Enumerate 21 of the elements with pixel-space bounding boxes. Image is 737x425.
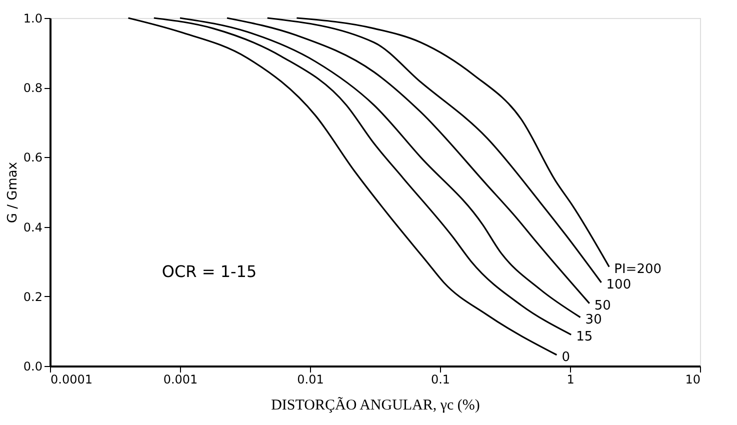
x-tick-label: 10 <box>685 372 700 386</box>
series-label: 30 <box>585 312 602 328</box>
x-axis-title: DISTORÇÃO ANGULAR, γc (%) <box>271 396 480 414</box>
y-tick-label: 0.6 <box>23 150 42 165</box>
y-tick-label: 0.4 <box>23 220 42 234</box>
y-tick-label: 0.0 <box>23 360 42 374</box>
annotation: OCR = 1-15 <box>162 262 257 282</box>
y-tick-label: 1.0 <box>23 12 42 26</box>
x-tick-label: 0.01 <box>297 372 324 386</box>
y-axis-title: G / Gmax <box>5 162 20 224</box>
series-label: 15 <box>576 330 593 345</box>
y-tick-label: 0.8 <box>23 81 42 96</box>
x-tick-label: 0.0001 <box>50 372 92 386</box>
series-label: 100 <box>606 277 632 292</box>
series-label: PI=200 <box>614 262 662 277</box>
y-tick-label: 0.2 <box>23 290 42 304</box>
x-tick-label: 1 <box>566 372 574 386</box>
series-label: 0 <box>562 350 570 365</box>
series-label: 50 <box>594 298 611 314</box>
x-tick-label: 0.001 <box>163 372 198 386</box>
x-tick-label: 0.1 <box>430 372 450 386</box>
